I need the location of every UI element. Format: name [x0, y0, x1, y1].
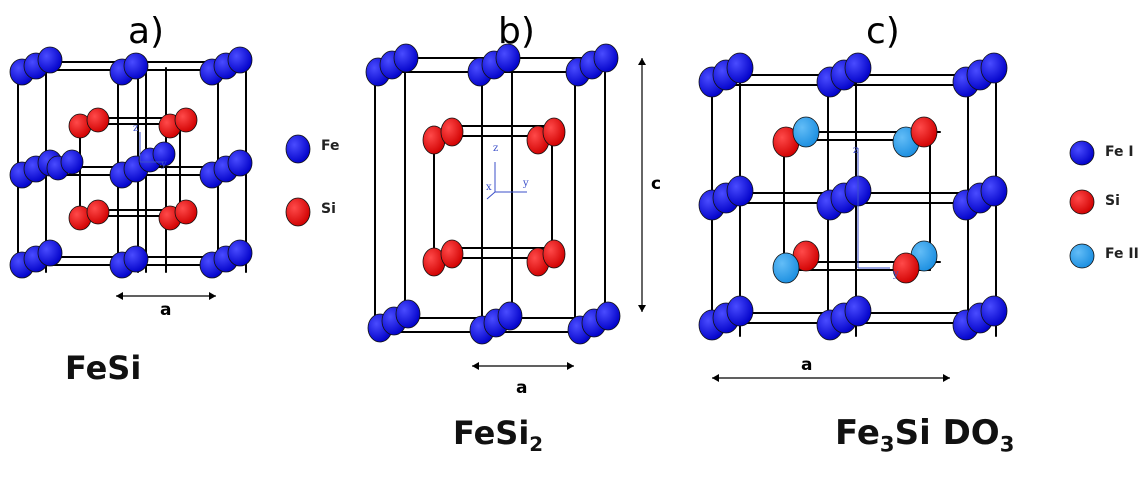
legend-fe1-label: Fe I	[1105, 144, 1134, 160]
axis-z-label-a: z	[133, 123, 139, 134]
fe-atom	[152, 141, 176, 167]
panel-b-letter: b)	[498, 11, 535, 52]
axis-y-label-c: y	[893, 269, 899, 280]
legend-fe2-label: Fe II	[1105, 246, 1139, 262]
arrowhead	[209, 292, 216, 300]
panel-a-letter: a)	[128, 11, 165, 52]
formula-fesi: FeSi	[65, 352, 141, 384]
formula-fe3si-sub2: 3	[999, 431, 1015, 457]
si-atom	[542, 117, 566, 147]
formula-fesi2-main: FeSi	[453, 414, 530, 452]
si-atom	[910, 116, 938, 148]
legend-si-label-c: Si	[1105, 193, 1120, 209]
dimension-c-label: c	[651, 174, 662, 194]
si-atom	[440, 117, 464, 147]
si-atom	[285, 197, 311, 227]
arrowhead	[567, 362, 574, 370]
arrowhead	[943, 374, 950, 382]
si-atom	[1069, 189, 1095, 215]
fe-atom	[495, 43, 521, 73]
formula-fesi2-subscript: 2	[529, 432, 544, 456]
fe2-atom	[792, 116, 820, 148]
formula-fesi-text: FeSi	[65, 349, 142, 387]
fe-atom	[726, 52, 754, 84]
formula-fe3si-do3: Fe3Si DO3	[835, 416, 1014, 454]
si-atom	[174, 107, 198, 133]
fe-atom	[844, 52, 872, 84]
arrowhead	[712, 374, 719, 382]
fe-atom	[1069, 140, 1095, 166]
si-atom	[86, 107, 110, 133]
arrowhead	[472, 362, 479, 370]
si-atom	[542, 239, 566, 269]
fe-atom	[595, 301, 621, 331]
arrowhead	[116, 292, 123, 300]
axis-x-line	[486, 191, 496, 200]
formula-fe3si-part2: Si DO	[894, 413, 1000, 453]
fe-atom	[123, 245, 149, 273]
si-atom	[440, 239, 464, 269]
fe2-atom	[772, 252, 800, 284]
legend-si-label: Si	[321, 201, 336, 217]
fe-atom	[227, 46, 253, 74]
formula-fe3si-sub1: 3	[879, 431, 895, 457]
fe-atom	[726, 295, 754, 327]
fe-atom	[726, 175, 754, 207]
dimension-a-label-panel-a: a	[160, 300, 172, 320]
axis-z-label-c: z	[853, 145, 859, 156]
fe-atom	[844, 295, 872, 327]
arrowhead	[638, 58, 646, 65]
formula-fe3si-part1: Fe	[835, 413, 880, 453]
fe-atom	[37, 46, 63, 74]
fe-atom	[60, 149, 84, 175]
formula-fesi2: FeSi2	[453, 417, 543, 455]
dimension-a-label-panel-c: a	[801, 355, 813, 375]
fe-atom	[593, 43, 619, 73]
legend-fe-label: Fe	[321, 138, 340, 154]
axis-y-label-b: y	[523, 178, 529, 189]
si-atom	[174, 199, 198, 225]
fe-atom	[980, 175, 1008, 207]
axis-z-label-b: z	[493, 143, 499, 154]
dimension-a-label-panel-b: a	[516, 378, 528, 398]
fe-atom	[227, 239, 253, 267]
fe-atom	[395, 299, 421, 329]
arrowhead	[638, 305, 646, 312]
atoms	[9, 43, 1095, 345]
panel-c-letter: c)	[866, 11, 900, 52]
axis-x-label-b: x	[486, 182, 492, 193]
annotations	[116, 58, 950, 382]
fe-atom	[497, 301, 523, 331]
fe-atom	[227, 149, 253, 177]
si-atom	[892, 252, 920, 284]
axis-y-label-a: y	[161, 159, 167, 170]
fe-atom	[980, 295, 1008, 327]
fe2-atom	[1069, 243, 1095, 269]
fe-atom	[37, 239, 63, 267]
fe-atom	[393, 43, 419, 73]
fe-atom	[285, 134, 311, 164]
fe-atom	[980, 52, 1008, 84]
si-atom	[86, 199, 110, 225]
fe-atom	[123, 52, 149, 80]
